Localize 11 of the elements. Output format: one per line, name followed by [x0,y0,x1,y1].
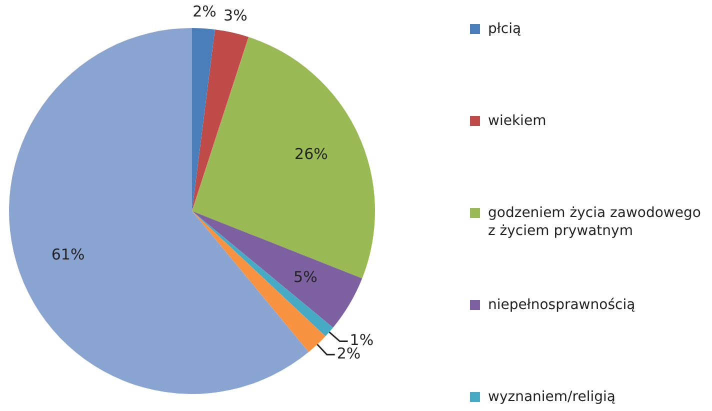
data-label: 61% [51,246,85,264]
data-label: 3% [224,6,248,25]
data-label: 26% [294,144,328,163]
data-label: 2% [192,2,216,20]
legend-label: godzeniem życia zawodowego z życiem prywatnym [488,204,702,240]
data-label: 2% [336,344,361,362]
legend-label: wyznaniem/religią [488,388,616,406]
legend-label: niepełnosprawnością [488,296,636,314]
legend-label: wiekiem [488,112,548,130]
data-label: 5% [294,268,318,286]
legend-label: płcią [488,20,522,38]
